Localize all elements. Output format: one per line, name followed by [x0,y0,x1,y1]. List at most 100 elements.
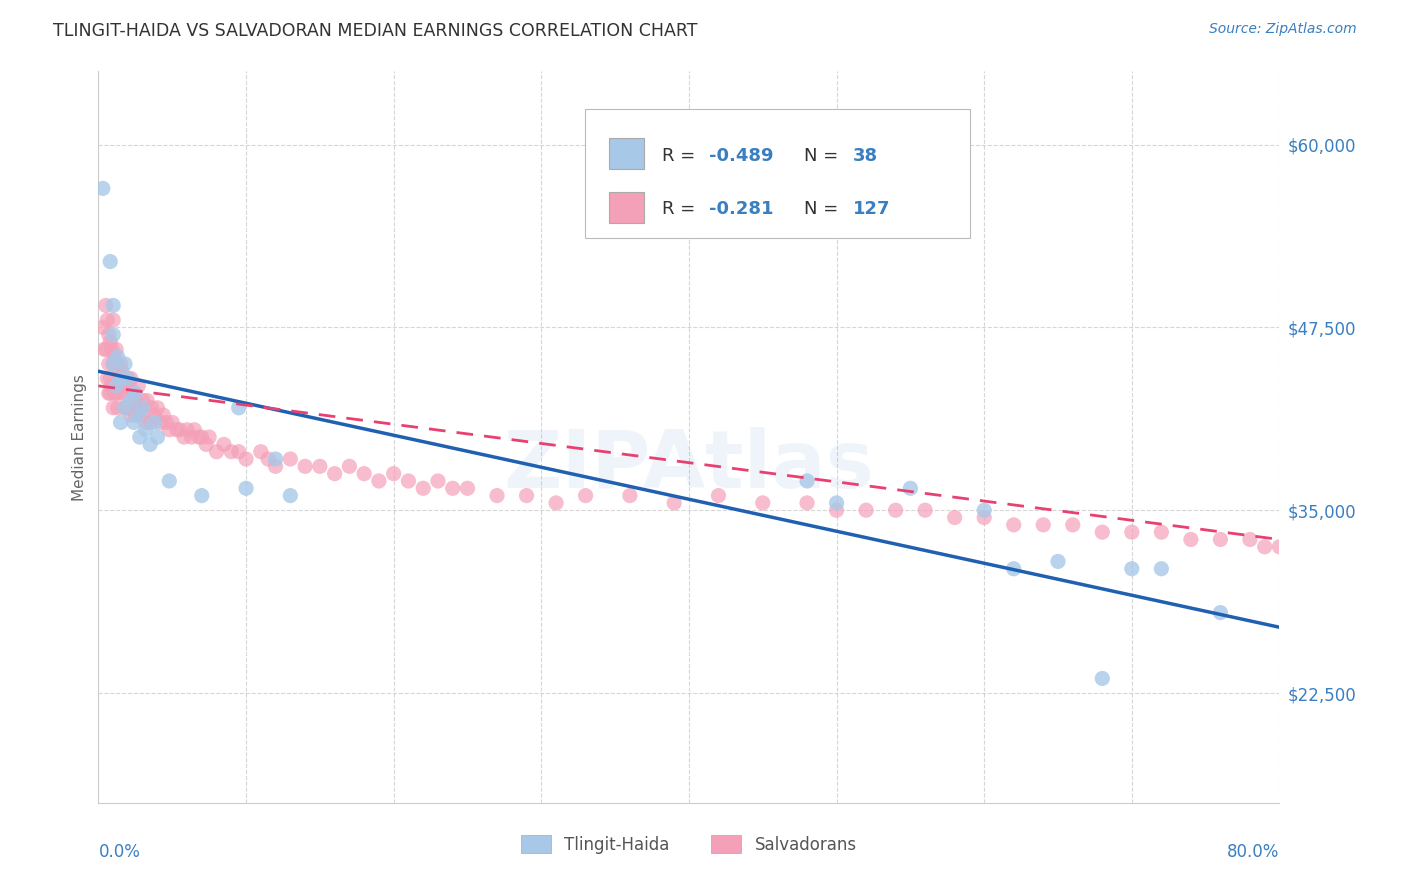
Point [191,489,214,503]
Point [118,379,141,393]
Point [294,459,316,474]
Point [146,430,169,444]
Point [139,416,162,430]
Point [173,430,195,444]
Point [235,481,257,495]
Point [796,474,818,488]
Point [104,350,127,364]
Point [943,510,966,524]
Point [1209,533,1232,547]
Point [124,386,146,401]
Bar [609,138,644,169]
Point [235,452,257,467]
Point [1254,540,1277,554]
Point [280,452,302,467]
Point [98,334,121,349]
Point [105,343,128,357]
Point [155,416,177,430]
Point [441,481,464,495]
Point [121,386,143,401]
Point [707,489,730,503]
Point [546,496,568,510]
Point [114,357,136,371]
Point [97,357,120,371]
Point [1239,533,1261,547]
Point [1298,547,1320,561]
Point [105,386,128,401]
Text: R =: R = [662,200,700,218]
Point [228,444,250,458]
Point [93,343,115,357]
Point [1091,525,1114,540]
Point [257,452,280,467]
Point [98,386,121,401]
Text: Source: ZipAtlas.com: Source: ZipAtlas.com [1209,22,1357,37]
Point [221,444,243,458]
Point [1046,554,1070,568]
Point [129,401,152,415]
Text: R =: R = [662,147,700,165]
Point [1402,562,1406,576]
Point [143,408,166,422]
Point [825,496,848,510]
Point [115,379,138,393]
Point [457,481,479,495]
Point [280,489,302,503]
Point [250,444,273,458]
Point [97,386,120,401]
Point [122,416,145,430]
Point [264,452,287,467]
Point [1313,547,1336,561]
Point [900,481,922,495]
Point [94,343,117,357]
Point [1386,554,1406,568]
Point [125,401,148,415]
Point [228,401,250,415]
Text: ZIPAtlas: ZIPAtlas [503,427,875,506]
Point [973,503,995,517]
Point [1284,540,1306,554]
Point [157,423,180,437]
Point [575,489,598,503]
Point [486,489,509,503]
Point [1091,672,1114,686]
Point [183,423,205,437]
Point [135,423,157,437]
Point [1121,525,1143,540]
Point [107,401,129,415]
Point [96,371,118,385]
Point [110,357,132,371]
Point [382,467,405,481]
Point [309,459,332,474]
Point [110,371,132,385]
Text: 38: 38 [853,147,879,165]
Point [110,386,132,401]
Point [368,474,391,488]
Point [973,510,995,524]
Point [176,423,198,437]
Point [264,459,287,474]
Text: N =: N = [803,147,844,165]
Point [141,401,163,415]
Point [152,408,174,422]
Point [855,503,877,517]
Point [127,408,149,422]
Point [103,298,125,312]
Point [1268,540,1291,554]
Text: -0.281: -0.281 [709,200,773,218]
Y-axis label: Median Earnings: Median Earnings [72,374,87,500]
Point [180,430,202,444]
Point [98,371,121,385]
Point [132,401,155,415]
Point [100,379,122,393]
Point [120,393,142,408]
Point [91,320,114,334]
Point [198,430,221,444]
Point [103,357,125,371]
Point [1032,517,1054,532]
Point [752,496,775,510]
Point [127,379,149,393]
Text: 127: 127 [853,200,890,218]
Point [516,489,538,503]
Point [114,401,136,415]
